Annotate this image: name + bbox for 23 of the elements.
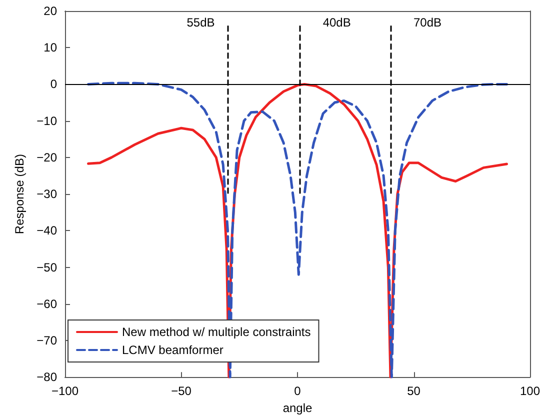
x-tick-label: 50 xyxy=(407,384,421,398)
y-tick-label: −70 xyxy=(36,333,58,348)
y-tick-label: −20 xyxy=(36,150,58,164)
y-tick-label: −60 xyxy=(36,296,58,311)
x-tick-label: 100 xyxy=(520,384,540,398)
ref-line-label: 40dB xyxy=(322,16,351,30)
y-tick-label: 10 xyxy=(44,40,58,55)
y-tick-label: 0 xyxy=(50,77,58,92)
x-tick-label: 0 xyxy=(294,384,302,398)
y-axis-title: Response (dB) xyxy=(12,154,27,234)
y-tick-label: −40 xyxy=(36,224,58,238)
ref-line-label: 70dB xyxy=(414,16,442,30)
y-tick-label: 20 xyxy=(44,4,58,18)
x-axis-title: angle xyxy=(282,401,312,415)
y-tick-label: −50 xyxy=(36,260,58,274)
y-tick-label: −10 xyxy=(36,114,58,128)
y-tick-label: −30 xyxy=(36,187,58,202)
x-tick-label: −50 xyxy=(171,384,192,398)
legend-label: LCMV beamformer xyxy=(122,343,224,357)
ref-line-label: 55dB xyxy=(186,16,215,30)
legend-label: New method w/ multiple constraints xyxy=(122,325,311,339)
x-tick-label: −100 xyxy=(51,384,79,398)
y-tick-label: −80 xyxy=(36,370,58,384)
